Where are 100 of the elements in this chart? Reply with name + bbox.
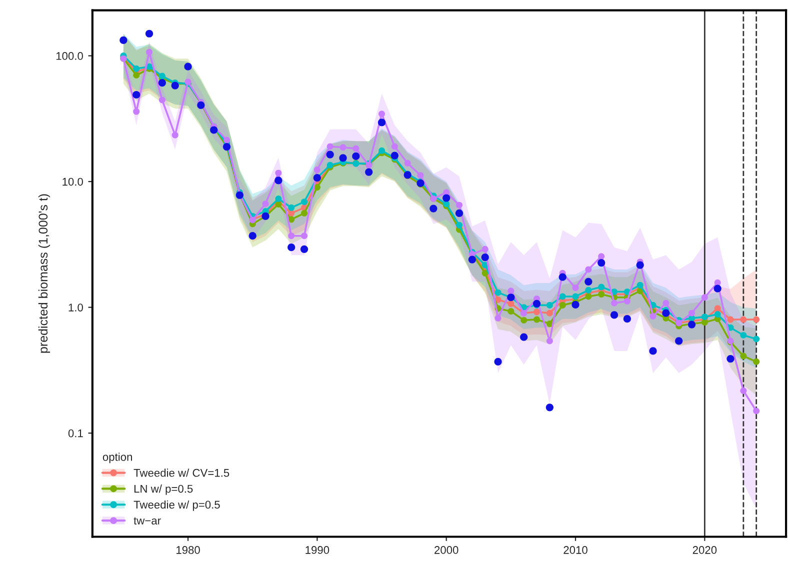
- y-tick-label: 1.0: [68, 304, 83, 312]
- point: [352, 145, 360, 152]
- y-tick-label: 0.1: [68, 429, 83, 438]
- point: [482, 270, 488, 276]
- point: [714, 311, 721, 318]
- point: [546, 338, 553, 344]
- point: [417, 172, 424, 179]
- point: [326, 150, 334, 158]
- point: [611, 300, 618, 306]
- point: [146, 48, 153, 56]
- point: [508, 308, 514, 315]
- x-tick-label: 1980: [176, 546, 200, 554]
- legend-title: option: [102, 452, 132, 464]
- point: [378, 110, 386, 118]
- x-tick-label: 2010: [564, 546, 588, 554]
- point: [494, 314, 502, 322]
- point: [133, 72, 140, 79]
- point: [224, 136, 230, 144]
- point: [520, 316, 528, 324]
- point: [534, 308, 540, 316]
- x-tick-label: 1990: [306, 546, 330, 554]
- x-tick-label: 2020: [692, 546, 717, 554]
- point: [572, 300, 580, 308]
- point: [701, 319, 708, 326]
- point: [753, 336, 760, 342]
- point: [301, 210, 308, 216]
- point: [546, 320, 553, 328]
- point: [300, 245, 308, 253]
- point: [714, 284, 722, 292]
- point: [468, 256, 476, 264]
- y-tick-label: 10.0: [62, 178, 83, 186]
- point: [482, 246, 488, 252]
- point: [494, 358, 502, 366]
- point: [262, 200, 269, 208]
- point: [559, 302, 566, 308]
- point: [404, 160, 411, 166]
- point: [145, 30, 154, 38]
- point: [598, 253, 605, 260]
- point: [456, 222, 463, 228]
- point: [301, 232, 308, 240]
- point: [158, 78, 166, 87]
- legend-label: tw−ar: [134, 517, 161, 525]
- point: [339, 154, 347, 162]
- point: [753, 316, 760, 323]
- point: [430, 204, 438, 212]
- point: [534, 316, 540, 323]
- point: [378, 118, 386, 126]
- point: [301, 198, 308, 206]
- point: [365, 168, 373, 176]
- point: [598, 258, 606, 267]
- point: [726, 354, 734, 363]
- point: [611, 288, 618, 296]
- point: [585, 293, 592, 300]
- point: [314, 184, 320, 191]
- point: [197, 101, 205, 109]
- point: [508, 288, 514, 294]
- point: [133, 65, 140, 72]
- x-tick-label: 2000: [434, 546, 458, 554]
- point: [662, 300, 670, 306]
- point: [158, 96, 166, 104]
- point: [494, 289, 502, 296]
- point: [275, 170, 282, 176]
- y-axis-title: predicted biomass (1,000's t): [38, 194, 50, 353]
- point: [184, 62, 192, 70]
- point: [120, 36, 128, 44]
- point: [288, 244, 296, 252]
- point: [481, 253, 489, 262]
- point: [727, 316, 734, 323]
- point: [248, 232, 256, 240]
- point: [520, 333, 528, 341]
- point: [391, 143, 398, 150]
- point: [559, 293, 566, 300]
- point: [714, 305, 721, 312]
- point: [171, 82, 179, 90]
- point: [572, 284, 579, 292]
- point: [274, 176, 282, 184]
- point: [558, 273, 566, 281]
- point: [340, 144, 346, 151]
- point: [210, 126, 218, 134]
- point: [288, 216, 295, 223]
- point: [636, 261, 644, 269]
- point: [456, 202, 463, 208]
- point: [598, 291, 605, 298]
- point: [675, 337, 683, 345]
- point: [546, 404, 554, 412]
- point: [624, 298, 630, 304]
- point: [508, 300, 514, 307]
- point: [288, 232, 295, 240]
- point: [585, 286, 592, 294]
- point: [701, 294, 708, 301]
- point: [688, 310, 696, 316]
- point: [740, 332, 747, 338]
- point: [314, 166, 320, 174]
- point: [390, 152, 398, 160]
- point: [546, 310, 553, 316]
- point: [132, 90, 140, 99]
- point: [598, 284, 605, 290]
- point: [740, 352, 747, 360]
- point: [584, 278, 592, 286]
- point: [275, 200, 282, 208]
